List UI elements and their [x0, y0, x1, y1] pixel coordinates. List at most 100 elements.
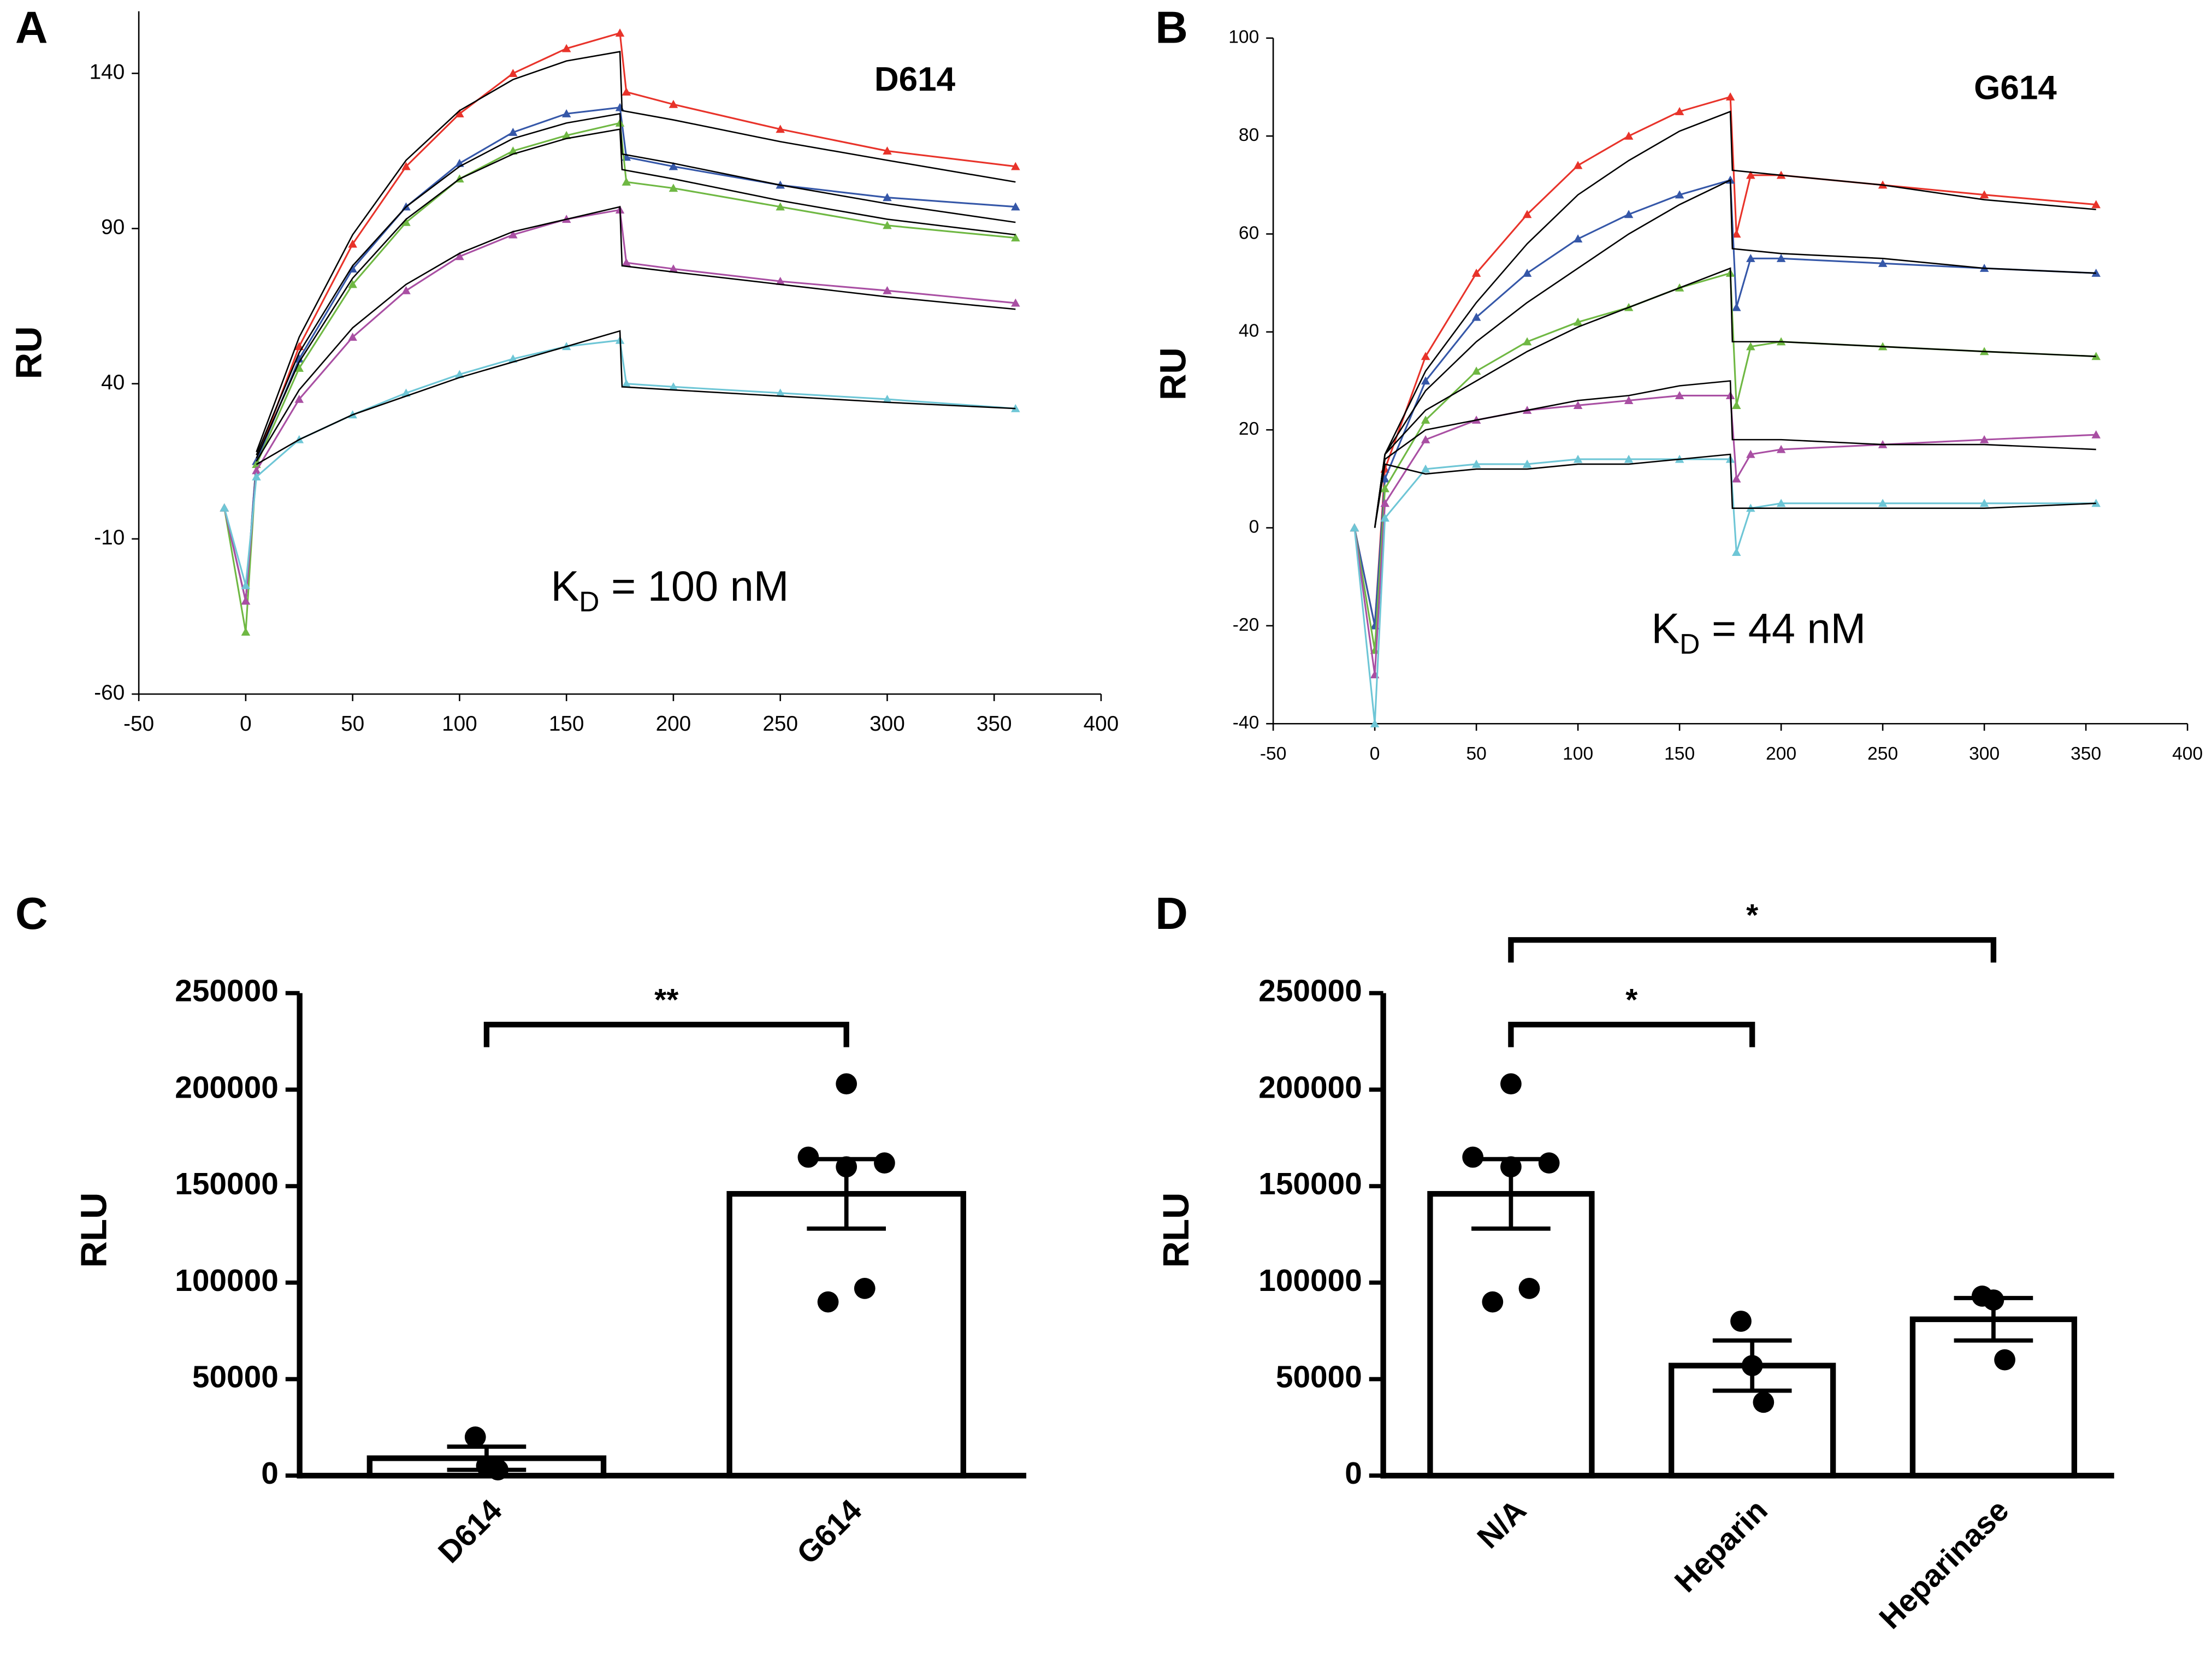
data-point [1462, 1146, 1484, 1168]
series-marker [508, 69, 518, 77]
series-label: D614 [874, 61, 956, 98]
x-tick-label: N/A [1471, 1493, 1533, 1555]
data-point [1730, 1311, 1752, 1332]
data-point [854, 1277, 876, 1299]
series-marker [1624, 396, 1634, 404]
series-marker [1421, 376, 1430, 385]
kd-sub: D [1679, 628, 1700, 660]
series-marker [1011, 233, 1020, 242]
data-point [817, 1291, 839, 1313]
x-tick-label: 0 [1370, 744, 1380, 764]
series-marker [669, 99, 678, 108]
series-marker [1624, 210, 1634, 218]
y-tick-label: 90 [101, 216, 125, 239]
fit-line [256, 128, 1016, 459]
significance-label: * [1625, 983, 1638, 1017]
x-tick-label: 50 [1466, 744, 1486, 764]
series-marker [1878, 259, 1888, 267]
series-line [1353, 96, 2096, 626]
series-marker [883, 193, 892, 202]
series-marker [1624, 454, 1634, 463]
series-marker [1725, 92, 1735, 100]
x-tick-label: 400 [2172, 744, 2203, 764]
series-marker [1732, 548, 1741, 556]
series-marker [401, 286, 411, 294]
significance-bracket [483, 1022, 849, 1047]
series-marker [883, 286, 892, 294]
data-point [464, 1426, 486, 1448]
series-marker [241, 627, 251, 636]
x-tick-label: 300 [870, 712, 905, 736]
y-tick-label: 250000 [175, 974, 279, 1009]
series-marker [1421, 352, 1430, 360]
series-marker [1746, 254, 1755, 262]
series-marker [252, 466, 261, 475]
series-marker [1776, 254, 1786, 262]
y-tick-label: 150000 [175, 1167, 279, 1201]
y-tick-label: -10 [94, 526, 125, 549]
series-marker [1573, 161, 1583, 169]
series-marker [1011, 298, 1020, 307]
y-tick-label: 0 [261, 1456, 279, 1491]
series-marker [1011, 162, 1020, 170]
series-marker [1573, 317, 1583, 326]
y-axis-title: RLU [73, 1193, 114, 1268]
x-tick-label: Heparinase [1873, 1493, 2015, 1636]
series-marker [241, 596, 251, 605]
y-tick-label: -60 [94, 681, 125, 704]
y-tick-label: 200000 [1258, 1070, 1362, 1105]
kd-label: KD = 100 nM [551, 563, 789, 617]
series-line [223, 339, 1016, 586]
series-marker [1522, 337, 1532, 346]
fit-line [256, 51, 1016, 453]
series-marker [1573, 454, 1583, 463]
kd-sub: D [579, 585, 599, 617]
x-tick-label: 150 [549, 712, 584, 736]
series-marker [883, 146, 892, 155]
x-tick-label: 50 [341, 712, 364, 736]
data-point [836, 1156, 857, 1178]
y-tick-label: 40 [101, 371, 125, 394]
series-marker [1471, 268, 1481, 277]
fit-line [1374, 380, 2096, 528]
series-line [1353, 179, 2096, 626]
series-marker [508, 354, 518, 363]
y-tick-label: -40 [1233, 713, 1259, 733]
series-marker [1471, 366, 1481, 375]
y-tick-label: -20 [1233, 615, 1259, 635]
fit-line [256, 206, 1016, 462]
y-tick-label: 20 [1239, 419, 1259, 439]
series-marker [622, 379, 631, 388]
y-tick-label: 150000 [1258, 1167, 1362, 1201]
series-marker [1732, 474, 1741, 483]
y-tick-label: 60 [1239, 223, 1259, 243]
data-point [1482, 1291, 1504, 1313]
series-marker [1522, 210, 1532, 218]
significance-label: ** [654, 983, 679, 1017]
series-marker [1011, 202, 1020, 211]
x-tick-label: 250 [762, 712, 798, 736]
series-marker [294, 354, 304, 363]
series-marker [508, 128, 518, 136]
series-marker [348, 333, 357, 341]
y-axis-title: RU [1153, 347, 1194, 400]
series-marker [1421, 464, 1430, 473]
data-point [1500, 1156, 1522, 1178]
kd-main: K [1651, 606, 1679, 653]
data-point [1518, 1277, 1540, 1299]
series-marker [455, 109, 464, 117]
series-marker [455, 252, 464, 260]
x-tick-label: 150 [1664, 744, 1695, 764]
y-tick-label: 100000 [175, 1264, 279, 1298]
y-axis-title: RLU [1156, 1193, 1197, 1268]
series-marker [622, 177, 631, 186]
series-marker [669, 382, 678, 390]
series-marker [1732, 229, 1741, 238]
series-marker [1370, 645, 1380, 654]
fit-line [256, 112, 1016, 455]
y-tick-label: 140 [90, 61, 125, 84]
y-tick-label: 50000 [192, 1360, 279, 1394]
x-tick-label: D614 [432, 1493, 509, 1570]
series-marker [669, 264, 678, 272]
series-marker [1380, 513, 1389, 522]
